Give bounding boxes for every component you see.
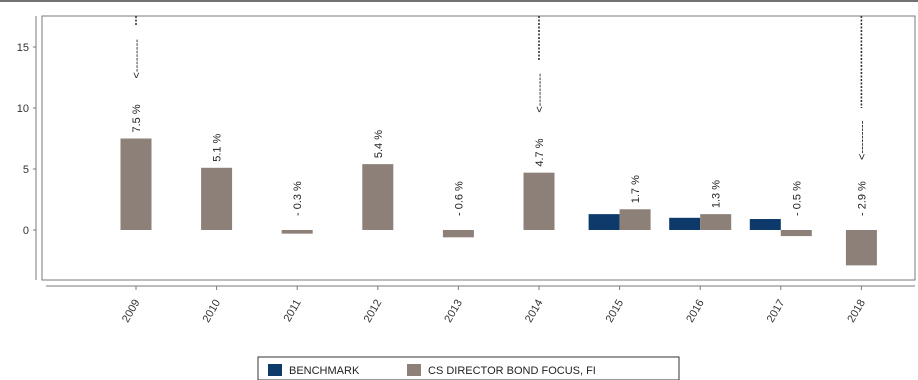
x-tick-label: 2010 [201, 298, 224, 325]
x-tick-label: 2015 [604, 298, 627, 325]
data-label-2015: 1.7 % [630, 175, 642, 203]
x-axis: 2009 2010 2011 2012 2013 2014 2015 2016 2017 2018 [46, 285, 915, 325]
bar-benchmark-2016 [669, 217, 701, 230]
bar-fund-2018 [845, 230, 877, 266]
bar-fund-2017 [780, 230, 812, 237]
legend: BENCHMARK CS DIRECTOR BOND FOCUS, FI [257, 356, 680, 380]
bar-fund-2015 [619, 209, 651, 230]
x-tick-label: 2016 [684, 298, 707, 325]
y-tick-label: 10 [17, 103, 29, 115]
bar-fund-2009 [120, 138, 152, 230]
legend-label: CS DIRECTOR BOND FOCUS, FI [428, 365, 596, 377]
bar-fund-2016 [700, 214, 732, 230]
data-label-2009: 7.5 % [131, 104, 143, 132]
bar-fund-2011 [281, 230, 313, 234]
data-label-2011: - 0.3 % [292, 181, 304, 216]
bar-fund-2014 [523, 172, 555, 230]
bar-benchmark-2017 [749, 219, 781, 230]
marker-arrow: <--------- [131, 39, 143, 79]
data-label-2010: 5.1 % [212, 133, 224, 161]
data-label-2013: - 0.6 % [453, 181, 465, 216]
data-label-2012: 5.4 % [373, 130, 385, 158]
x-tick-label: 2013 [442, 298, 465, 325]
bars [120, 138, 877, 266]
marker-arrow: <--------- [856, 120, 868, 160]
x-tick-label: 2018 [845, 298, 868, 325]
x-tick-label: 2012 [362, 298, 385, 325]
y-tick-label: 5 [23, 164, 29, 176]
marker-arrow: <--------- [534, 73, 546, 113]
plot-area [41, 15, 916, 281]
data-label-2017: - 0.5 % [791, 181, 803, 216]
data-label-2014: 4.7 % [534, 138, 546, 166]
bar-fund-2012 [362, 164, 394, 230]
y-axis: 0 5 10 15 [17, 16, 37, 280]
legend-box [257, 356, 680, 380]
legend-swatch [407, 364, 421, 376]
x-tick-label: 2009 [120, 298, 143, 325]
bar-fund-2013 [442, 230, 474, 238]
legend-label: BENCHMARK [289, 365, 360, 377]
bar-fund-2010 [201, 167, 233, 230]
period-markers: <--------- <--------- <--------- [131, 16, 868, 160]
legend-swatch [268, 364, 282, 376]
data-labels: 7.5 % 5.1 % - 0.3 % 5.4 % - 0.6 % 4.7 % 1.7 % 1… [131, 104, 868, 216]
data-label-2016: 1.3 % [711, 180, 723, 208]
x-tick-label: 2017 [765, 298, 788, 325]
x-tick-label: 2014 [523, 298, 546, 325]
data-label-2018: - 2.9 % [856, 181, 868, 216]
y-tick-label: 0 [23, 225, 29, 237]
bar-benchmark-2015 [588, 214, 620, 230]
x-tick-label: 2011 [282, 298, 304, 324]
y-tick-label: 15 [17, 42, 29, 54]
